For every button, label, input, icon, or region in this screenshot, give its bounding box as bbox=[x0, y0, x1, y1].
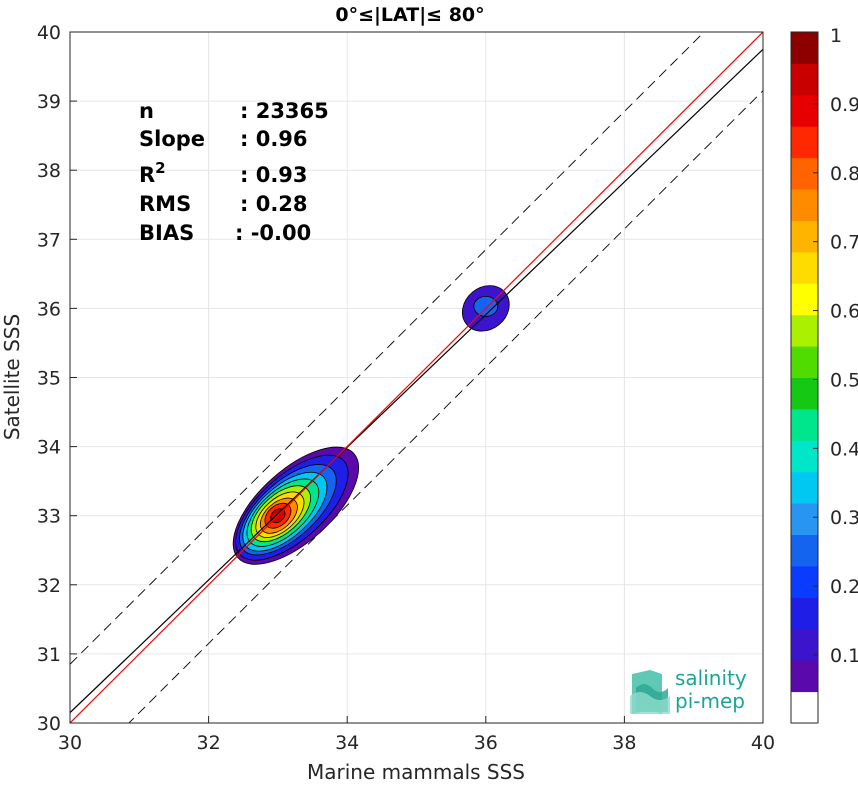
stat-label: n bbox=[139, 99, 154, 123]
stat-label: BIAS bbox=[139, 221, 194, 245]
stat-value: : 0.93 bbox=[240, 163, 308, 187]
y-axis-label: Satellite SSS bbox=[0, 314, 24, 440]
y-tick-label: 35 bbox=[37, 368, 61, 390]
identity-line bbox=[70, 32, 763, 723]
y-tick-label: 38 bbox=[37, 160, 61, 182]
regression-line bbox=[70, 48, 763, 714]
stat-value: : -0.00 bbox=[235, 221, 311, 245]
stat-label: Slope bbox=[139, 127, 205, 151]
stat-label: RMS bbox=[139, 192, 191, 216]
colorbar-tick-label: 0.2 bbox=[830, 576, 858, 598]
x-tick-label: 38 bbox=[612, 732, 636, 754]
stat-value: : 0.96 bbox=[240, 127, 308, 151]
colorbar-segment bbox=[791, 597, 818, 630]
colorbar-segment bbox=[791, 32, 818, 64]
x-axis-ticks: 30 32 34 36 38 40 bbox=[58, 716, 775, 754]
colorbar: 0.1 0.2 0.3 0.4 0.5 0.6 0.7 0.8 0.9 1 bbox=[790, 25, 858, 724]
lower-bound-line bbox=[128, 90, 763, 723]
colorbar-segment bbox=[791, 565, 818, 598]
colorbar-tick-label: 0.8 bbox=[830, 163, 858, 185]
colorbar-tick-label: 0.5 bbox=[830, 369, 858, 391]
colorbar-frame bbox=[790, 31, 819, 724]
y-tick-label: 36 bbox=[37, 298, 61, 320]
colorbar-tick-label: 0.6 bbox=[830, 301, 858, 323]
colorbar-tick-label: 0.3 bbox=[830, 507, 858, 529]
y-tick-label: 33 bbox=[37, 506, 61, 528]
x-axis-label: Marine mammals SSS bbox=[307, 760, 525, 784]
colorbar-segment bbox=[791, 628, 818, 661]
colorbar-segment bbox=[791, 220, 818, 253]
colorbar-tick-label: 1 bbox=[830, 25, 842, 47]
chart-title: 0°≤|LAT|≤ 80° bbox=[335, 4, 484, 26]
y-axis-ticks: 30 31 32 33 34 35 36 37 38 39 40 bbox=[37, 22, 77, 735]
upper-bound-line bbox=[70, 32, 705, 665]
colorbar-segment bbox=[791, 534, 818, 567]
grid bbox=[69, 31, 764, 724]
colorbar-segment bbox=[791, 189, 818, 221]
colorbar-segment bbox=[791, 283, 818, 316]
y-tick-label: 39 bbox=[37, 91, 61, 113]
colorbar-segment bbox=[791, 346, 818, 378]
y-tick-label: 37 bbox=[37, 229, 61, 251]
x-tick-label: 34 bbox=[335, 732, 359, 754]
y-tick-label: 34 bbox=[37, 437, 61, 459]
colorbar-segment bbox=[791, 503, 818, 536]
colorbar-tick-label: 0.4 bbox=[830, 438, 858, 460]
colorbar-segment bbox=[791, 157, 818, 190]
y-tick-label: 32 bbox=[37, 575, 61, 597]
colorbar-segment bbox=[791, 660, 818, 693]
density-contours bbox=[232, 285, 510, 565]
x-tick-label: 40 bbox=[751, 732, 775, 754]
y-tick-label: 40 bbox=[37, 22, 61, 44]
density-contour bbox=[473, 295, 499, 317]
logo-line-1: salinity bbox=[675, 666, 747, 690]
x-tick-label: 32 bbox=[197, 732, 221, 754]
stat-value: : 23365 bbox=[240, 99, 329, 123]
x-tick-label: 30 bbox=[58, 732, 82, 754]
colorbar-segment bbox=[791, 440, 818, 473]
colorbar-segment bbox=[791, 94, 818, 127]
stat-value: : 0.28 bbox=[240, 192, 308, 216]
colorbar-segment bbox=[791, 408, 818, 441]
colorbar-segment bbox=[791, 377, 818, 410]
salinity-pi-mep-logo: salinity pi-mep bbox=[630, 666, 747, 714]
colorbar-tick-label: 0.9 bbox=[830, 94, 858, 116]
x-tick-label: 36 bbox=[474, 732, 498, 754]
colorbar-tick-label: 0.1 bbox=[830, 645, 858, 667]
y-tick-label: 31 bbox=[37, 644, 61, 666]
colorbar-segment bbox=[791, 63, 818, 96]
colorbar-segment bbox=[791, 126, 818, 159]
colorbar-tick-label: 0.7 bbox=[830, 232, 858, 254]
logo-line-2: pi-mep bbox=[675, 689, 745, 713]
colorbar-segment bbox=[791, 314, 818, 347]
colorbar-segment bbox=[791, 471, 818, 504]
y-tick-label: 30 bbox=[37, 713, 61, 735]
colorbar-segment bbox=[791, 691, 818, 724]
colorbar-segment bbox=[791, 251, 818, 284]
reference-lines bbox=[70, 32, 763, 723]
